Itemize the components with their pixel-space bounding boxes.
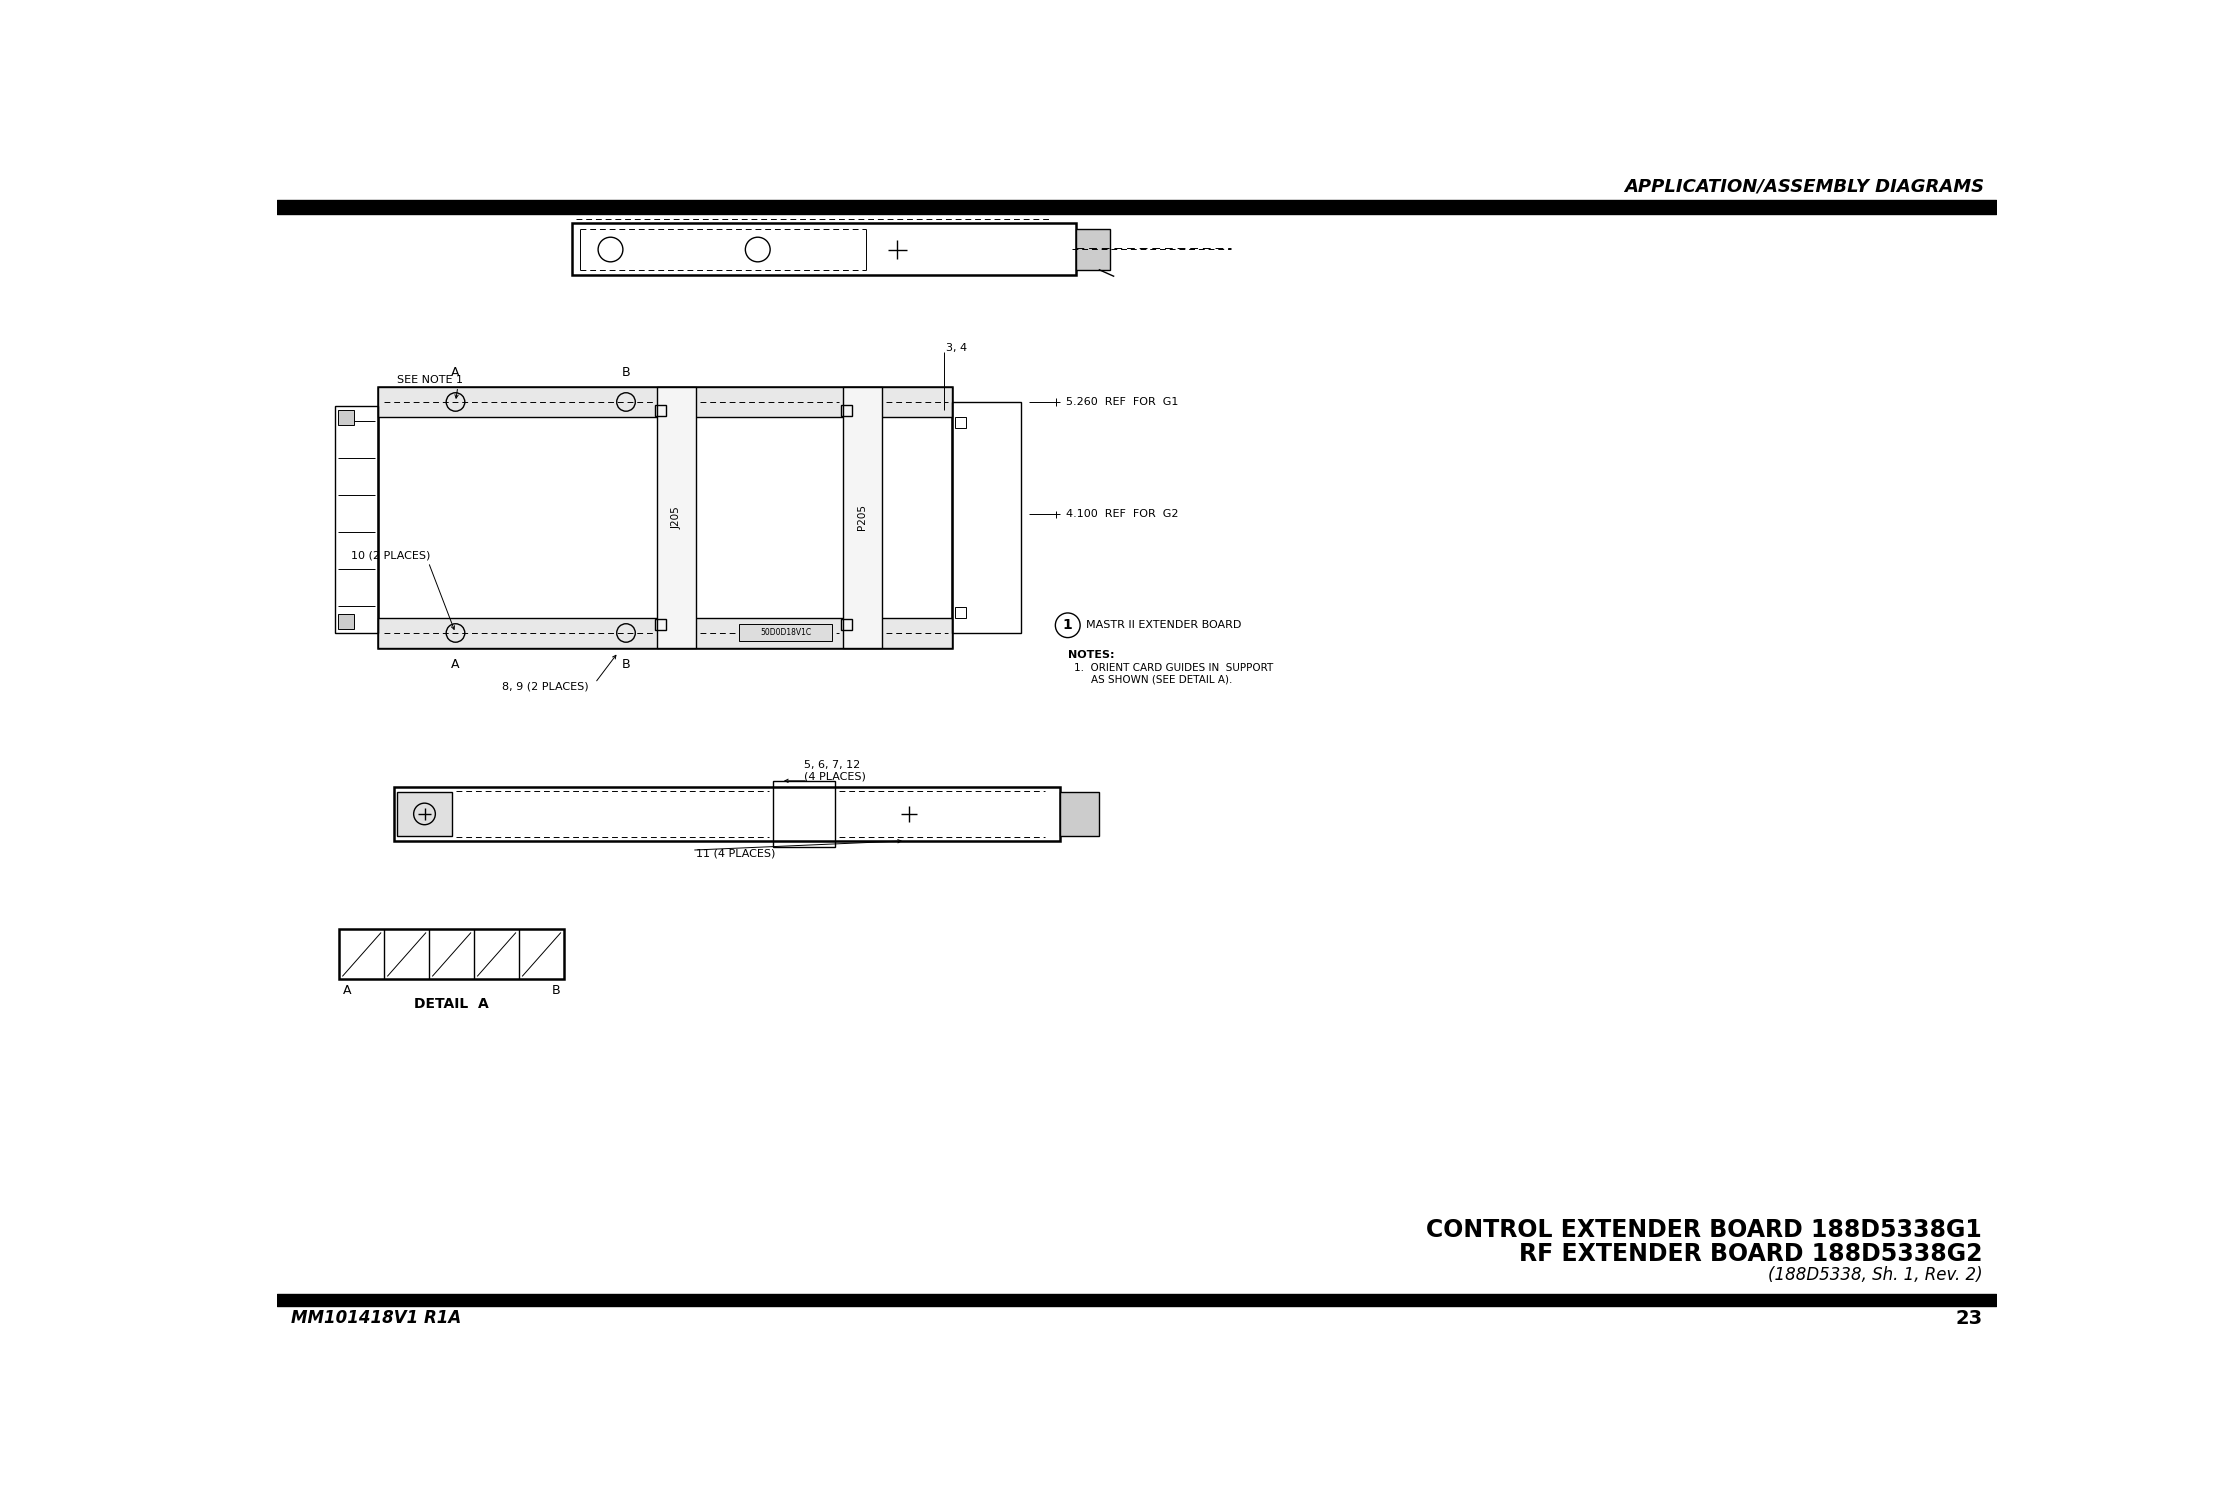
Bar <box>841 405 852 415</box>
Text: (4 PLACES): (4 PLACES) <box>805 771 865 782</box>
Bar <box>335 406 377 633</box>
Text: NOTES:: NOTES: <box>1067 649 1113 660</box>
Text: 1.  ORIENT CARD GUIDES IN  SUPPORT: 1. ORIENT CARD GUIDES IN SUPPORT <box>1074 664 1273 673</box>
Bar <box>572 223 1076 275</box>
Text: A: A <box>450 366 459 378</box>
Text: AS SHOWN (SEE DETAIL A).: AS SHOWN (SEE DETAIL A). <box>1091 675 1233 685</box>
Text: MM101418V1 R1A: MM101418V1 R1A <box>291 1309 461 1327</box>
Bar <box>377 387 952 648</box>
Text: B: B <box>552 984 561 996</box>
Bar <box>397 792 452 837</box>
Text: J205: J205 <box>672 506 681 529</box>
Bar <box>841 619 852 630</box>
Text: 3, 4: 3, 4 <box>947 342 967 353</box>
Text: B: B <box>621 366 630 378</box>
Text: RF EXTENDER BOARD 188D5338G2: RF EXTENDER BOARD 188D5338G2 <box>1519 1242 1983 1266</box>
Bar <box>393 788 1060 841</box>
Text: A: A <box>344 984 353 996</box>
Text: CONTROL EXTENDER BOARD 188D5338G1: CONTROL EXTENDER BOARD 188D5338G1 <box>1426 1218 1983 1242</box>
Bar <box>843 387 883 648</box>
Text: P205: P205 <box>858 505 867 530</box>
Bar <box>339 613 355 630</box>
Text: DETAIL  A: DETAIL A <box>415 998 488 1011</box>
Text: 8, 9 (2 PLACES): 8, 9 (2 PLACES) <box>501 682 588 692</box>
Bar <box>1076 229 1111 270</box>
Bar <box>774 780 836 847</box>
Text: MASTR II EXTENDER BOARD: MASTR II EXTENDER BOARD <box>1087 621 1242 630</box>
Text: 23: 23 <box>1954 1309 1983 1328</box>
Bar <box>657 387 696 648</box>
Text: B: B <box>621 658 630 670</box>
Text: 10 (2 PLACES): 10 (2 PLACES) <box>350 551 430 561</box>
Bar <box>654 619 665 630</box>
Text: 50D0D18V1C: 50D0D18V1C <box>761 628 812 637</box>
Bar <box>739 624 832 640</box>
Bar <box>377 618 952 648</box>
Bar <box>339 929 563 980</box>
Text: (188D5338, Sh. 1, Rev. 2): (188D5338, Sh. 1, Rev. 2) <box>1768 1266 1983 1284</box>
Text: 5, 6, 7, 12: 5, 6, 7, 12 <box>805 761 861 770</box>
Text: APPLICATION/ASSEMBLY DIAGRAMS: APPLICATION/ASSEMBLY DIAGRAMS <box>1624 177 1985 195</box>
Bar <box>377 387 952 417</box>
Bar <box>956 417 967 429</box>
Text: 4.100  REF  FOR  G2: 4.100 REF FOR G2 <box>1067 509 1178 520</box>
Text: SEE NOTE 1: SEE NOTE 1 <box>397 375 464 386</box>
Bar <box>952 402 1020 633</box>
Bar <box>1060 792 1098 837</box>
Bar <box>654 405 665 415</box>
Text: A: A <box>450 658 459 670</box>
Bar <box>339 409 355 424</box>
Text: 11 (4 PLACES): 11 (4 PLACES) <box>696 849 774 859</box>
Bar <box>956 608 967 618</box>
Text: 1: 1 <box>1062 618 1074 633</box>
Text: 5.260  REF  FOR  G1: 5.260 REF FOR G1 <box>1067 398 1178 406</box>
